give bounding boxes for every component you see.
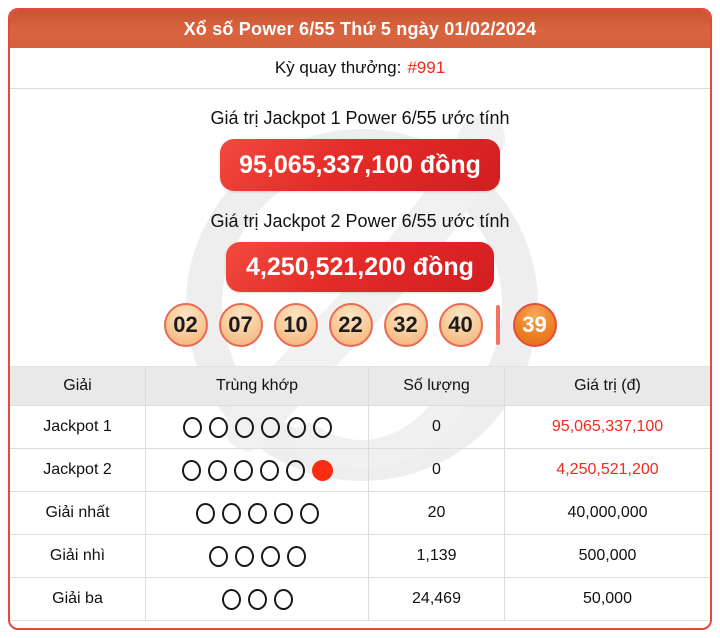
- header-value: Giá trị (đ): [574, 377, 641, 394]
- winner-count: 24,469: [369, 578, 505, 620]
- prize-label: Giải nhất: [10, 492, 146, 534]
- table-row: Giải nhì 1,139 500,000: [10, 534, 710, 577]
- header-prize: Giải: [10, 367, 146, 405]
- match-circle-open: [286, 545, 306, 567]
- match-circle-power: [311, 459, 333, 481]
- prize-value: 95,065,337,100: [551, 418, 664, 435]
- match-circles: [146, 406, 369, 448]
- match-circles: [146, 535, 369, 577]
- lottery-result-card: Xổ số Power 6/55 Thứ 5 ngày 01/02/2024 K…: [8, 8, 712, 630]
- match-circle-open: [312, 416, 332, 438]
- draw-period-row: Kỳ quay thưởng: #991: [10, 48, 710, 89]
- table-header-row: Giải Trùng khớp Số lượng Giá trị (đ): [10, 366, 710, 405]
- match-circle-open: [234, 545, 254, 567]
- prize-value: 500,000: [578, 547, 637, 564]
- card-content: Xổ số Power 6/55 Thứ 5 ngày 01/02/2024 K…: [10, 10, 710, 628]
- table-row: Giải ba 24,469 50,000: [10, 577, 710, 621]
- winner-count: 0: [369, 406, 505, 448]
- prize-value: 40,000,000: [567, 504, 648, 521]
- table-row: Jackpot 1 0 95,065,337,100: [10, 405, 710, 448]
- match-circle-open: [207, 459, 227, 481]
- match-circle-open: [247, 588, 267, 610]
- power-number-ball: 39: [512, 303, 557, 347]
- match-circle-open: [182, 416, 202, 438]
- match-pattern: [208, 545, 306, 567]
- prize-value: 4,250,521,200: [556, 461, 659, 478]
- winning-number-ball: 07: [218, 303, 263, 347]
- match-circles: [146, 492, 369, 534]
- winning-number-ball: 10: [273, 303, 318, 347]
- table-row: Jackpot 2 0 4,250,521,200: [10, 448, 710, 491]
- jackpot2-caption: Giá trị Jackpot 2 Power 6/55 ước tính: [210, 211, 510, 231]
- match-pattern: [181, 459, 333, 481]
- winner-count: 0: [369, 449, 505, 491]
- match-circle-open: [260, 416, 280, 438]
- draw-period-label: Kỳ quay thưởng:: [274, 58, 402, 77]
- match-circle-open: [285, 459, 305, 481]
- match-circle-open: [273, 588, 293, 610]
- jackpot1-amount-pill: 95,065,337,100 đồng: [220, 139, 500, 191]
- match-circle-open: [247, 502, 267, 524]
- match-circle-open: [286, 416, 306, 438]
- winning-number-ball: 32: [383, 303, 428, 347]
- table-row: Giải nhất 20 40,000,000: [10, 491, 710, 534]
- jackpot1-caption: Giá trị Jackpot 1 Power 6/55 ước tính: [210, 108, 510, 128]
- match-circle-open: [221, 588, 241, 610]
- match-circle-open: [260, 545, 280, 567]
- power-number-divider: [495, 305, 500, 345]
- prize-label: Giải nhì: [10, 535, 146, 577]
- prize-label: Jackpot 2: [10, 449, 146, 491]
- prize-value: 50,000: [583, 590, 632, 607]
- results-table: Giải Trùng khớp Số lượng Giá trị (đ) Jac…: [10, 366, 710, 621]
- prize-label: Jackpot 1: [10, 406, 146, 448]
- match-circle-open: [299, 502, 319, 524]
- match-circles: [146, 578, 369, 620]
- match-circle-open: [259, 459, 279, 481]
- winner-count: 1,139: [369, 535, 505, 577]
- match-circle-open: [221, 502, 241, 524]
- match-pattern: [221, 588, 293, 610]
- jackpot2-amount-pill: 4,250,521,200 đồng: [226, 242, 494, 292]
- winner-count: 20: [369, 492, 505, 534]
- prize-label: Giải ba: [10, 578, 146, 620]
- match-circle-open: [181, 459, 201, 481]
- match-circle-open: [233, 459, 253, 481]
- header-count: Số lượng: [369, 367, 505, 405]
- winning-number-ball: 22: [328, 303, 373, 347]
- winning-numbers: 02 07 10 22 32 40 39: [163, 303, 557, 347]
- match-circle-open: [208, 416, 228, 438]
- winning-number-ball: 40: [438, 303, 483, 347]
- match-circle-open: [273, 502, 293, 524]
- match-circle-open: [208, 545, 228, 567]
- page-title: Xổ số Power 6/55 Thứ 5 ngày 01/02/2024: [10, 10, 710, 48]
- match-circle-open: [195, 502, 215, 524]
- winning-number-ball: 02: [163, 303, 208, 347]
- match-pattern: [195, 502, 319, 524]
- match-circle-open: [234, 416, 254, 438]
- match-circles: [146, 449, 369, 491]
- header-match: Trùng khớp: [146, 367, 369, 405]
- match-pattern: [182, 416, 332, 438]
- draw-period-number: #991: [407, 58, 446, 77]
